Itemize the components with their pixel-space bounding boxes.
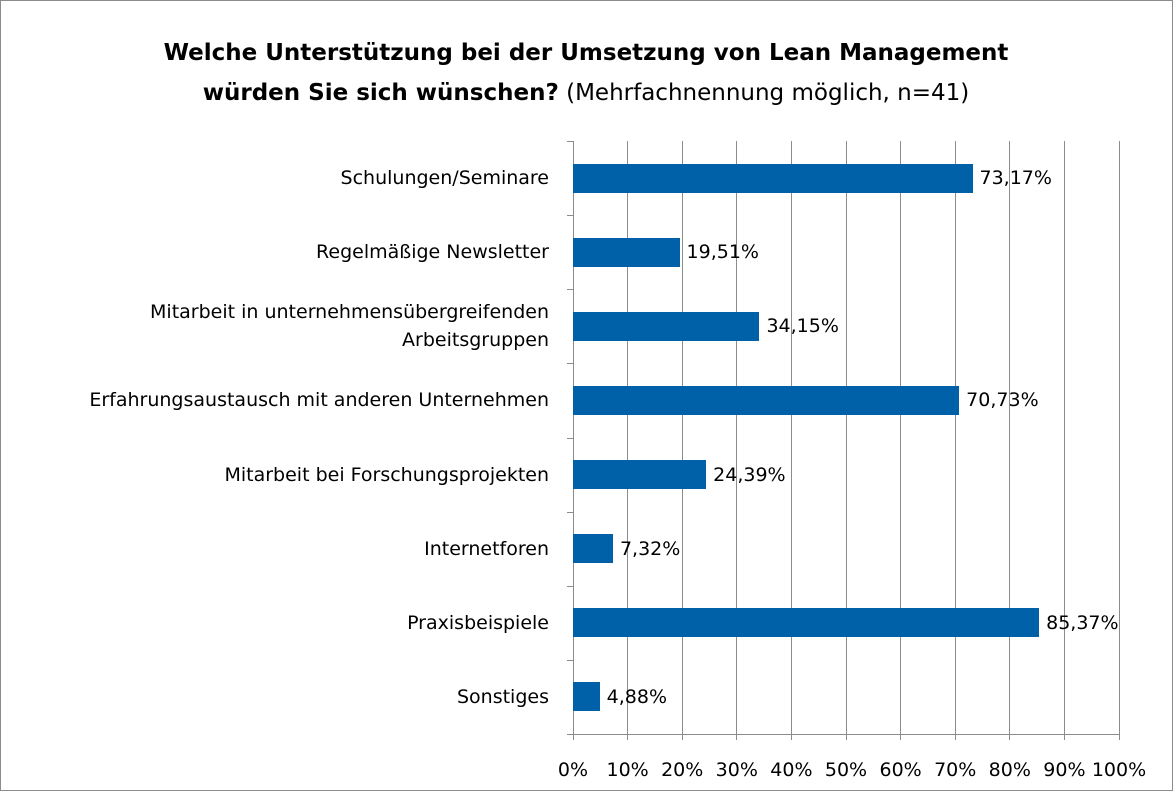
grid-line xyxy=(1063,141,1065,734)
y-tick-mark xyxy=(567,289,573,291)
y-tick-mark xyxy=(567,437,573,439)
chart-title: Welche Unterstützung bei der Umsetzung v… xyxy=(163,40,1009,106)
y-tick-label: Mitarbeit bei Forschungsprojekten xyxy=(224,463,549,486)
value-label: 85,37% xyxy=(1046,611,1119,634)
bar xyxy=(573,460,707,490)
x-tick-label: 100% xyxy=(1091,759,1147,781)
x-tick-mark xyxy=(572,734,574,740)
x-tick-mark xyxy=(1118,734,1120,740)
grid-line xyxy=(1118,141,1120,734)
x-tick-mark xyxy=(1063,734,1065,740)
chart-title-block: Welche Unterstützung bei der Umsetzung v… xyxy=(131,33,1041,113)
x-tick-mark xyxy=(790,734,792,740)
value-label: 70,73% xyxy=(966,389,1039,412)
value-label: 34,15% xyxy=(766,315,839,338)
bar xyxy=(573,163,973,193)
grid-line xyxy=(900,141,902,734)
x-tick-label: 60% xyxy=(879,759,922,781)
y-tick-label: Regelmäßige Newsletter xyxy=(316,241,549,264)
y-axis xyxy=(573,141,574,734)
x-tick-label: 10% xyxy=(606,759,649,781)
grid-line xyxy=(627,141,629,734)
bar xyxy=(573,608,1040,638)
y-tick-mark xyxy=(567,141,573,142)
y-tick-label: Erfahrungsaustausch mit anderen Unterneh… xyxy=(89,389,549,412)
x-tick-label: 0% xyxy=(557,759,589,781)
x-tick-label: 30% xyxy=(715,759,758,781)
grid-line xyxy=(845,141,847,734)
x-tick-label: 70% xyxy=(934,759,977,781)
y-tick-label: Praxisbeispiele xyxy=(407,611,549,634)
grid-line xyxy=(736,141,738,734)
y-tick-label: Schulungen/Seminare xyxy=(340,167,549,190)
x-tick-label: 40% xyxy=(770,759,813,781)
y-tick-label: Internetforen xyxy=(424,537,549,560)
x-tick-mark xyxy=(900,734,902,740)
value-label: 24,39% xyxy=(713,463,786,486)
y-tick-label: Mitarbeit in unternehmensübergreifenden … xyxy=(150,301,549,352)
grid-line xyxy=(681,141,683,734)
bar xyxy=(573,237,680,267)
x-tick-label: 50% xyxy=(824,759,868,781)
grid-line xyxy=(790,141,792,734)
y-tick-mark xyxy=(567,734,573,735)
x-tick-mark xyxy=(954,734,956,740)
value-label: 7,32% xyxy=(619,537,681,560)
bar xyxy=(573,311,760,341)
x-tick-mark xyxy=(1009,734,1011,740)
y-tick-mark xyxy=(567,215,573,217)
bar xyxy=(573,682,600,712)
y-tick-mark xyxy=(567,659,573,661)
value-label: 4,88% xyxy=(606,685,667,708)
bar xyxy=(573,385,960,415)
value-label: 19,51% xyxy=(686,241,759,264)
y-tick-mark xyxy=(567,585,573,587)
x-tick-label: 80% xyxy=(988,759,1031,781)
x-tick-label: 20% xyxy=(661,759,704,781)
x-axis xyxy=(573,734,1119,735)
y-tick-mark xyxy=(567,363,573,365)
x-tick-label: 90% xyxy=(1043,759,1086,781)
x-tick-mark xyxy=(736,734,738,740)
grid-line xyxy=(954,141,956,734)
grid-line xyxy=(1009,141,1011,734)
x-tick-mark xyxy=(681,734,683,740)
chart-subtitle: (Mehrfachnennung möglich, n=41) xyxy=(566,80,970,106)
value-label: 73,17% xyxy=(979,167,1052,190)
y-tick-label: Sonstiges xyxy=(456,685,549,708)
x-tick-mark xyxy=(627,734,629,740)
bar xyxy=(573,534,613,564)
x-tick-mark xyxy=(845,734,847,740)
y-tick-mark xyxy=(567,511,573,513)
